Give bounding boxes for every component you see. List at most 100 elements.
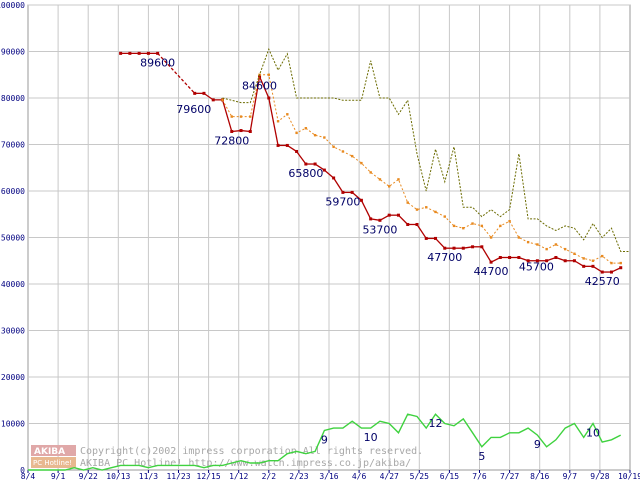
x-tick-label: 11/23: [166, 472, 190, 480]
x-axis-ticks: 8/4 9/1 9/22 10/13 11/3 11/23 12/15 1/12 2/2 2/23…: [21, 470, 640, 480]
x-tick-label: 6/15: [440, 472, 459, 480]
series-point: [128, 51, 132, 55]
series-point: [508, 220, 511, 223]
series-point: [388, 185, 391, 188]
series-point: [304, 162, 308, 166]
series-point: [480, 224, 484, 228]
y-tick-label: 80000: [1, 94, 25, 103]
series-point: [276, 120, 280, 123]
data-label: 89600: [140, 56, 175, 69]
series-segment: [611, 267, 622, 273]
x-tick-label: 5/25: [410, 472, 429, 480]
data-series: [28, 47, 630, 471]
data-label: 9: [321, 433, 328, 446]
series-point: [397, 178, 400, 181]
series-point: [258, 75, 262, 79]
x-tick-label: 10/13: [106, 472, 130, 480]
series-segment: [463, 246, 473, 249]
data-label: 44700: [474, 265, 509, 278]
copyright-line: Copyright(c)2002 impress corporation All…: [80, 446, 423, 457]
series-point: [582, 264, 586, 268]
series-segment: [221, 99, 233, 132]
series-point: [462, 227, 465, 230]
data-label: 5: [478, 450, 485, 463]
series-point: [517, 255, 521, 259]
y-tick-label: 50000: [1, 234, 25, 243]
series-point: [572, 259, 576, 263]
y-tick-label: 30000: [1, 327, 25, 336]
series-point: [563, 259, 567, 263]
series-point: [211, 98, 215, 102]
series-2: [222, 47, 630, 252]
series-point: [322, 168, 326, 172]
series-point: [249, 115, 252, 118]
series-point: [415, 208, 419, 211]
series-point: [573, 252, 576, 255]
data-label: 53700: [362, 223, 397, 236]
series-point: [137, 51, 141, 55]
series-segment: [314, 163, 325, 171]
series-point: [508, 255, 512, 259]
series-point: [563, 247, 567, 251]
data-label: 9: [534, 438, 541, 451]
series-segment: [490, 256, 501, 263]
series-point: [341, 150, 345, 153]
series-segment: [231, 129, 242, 133]
series-point: [359, 198, 363, 202]
series-point: [471, 222, 474, 225]
series-point: [461, 246, 465, 250]
series-point: [600, 270, 604, 274]
series-point: [480, 245, 484, 249]
series-segment: [546, 256, 557, 262]
series-segment: [435, 237, 446, 249]
series-point: [285, 143, 289, 147]
series-point: [369, 217, 373, 221]
series-point: [304, 127, 308, 130]
series-segment: [360, 200, 372, 220]
data-label: 65800: [288, 167, 323, 180]
series-point: [610, 261, 613, 265]
series-point: [425, 206, 428, 209]
series-point: [443, 246, 447, 250]
x-tick-label: 2/2: [262, 472, 277, 480]
series-segment: [481, 246, 492, 263]
x-tick-label: 11/3: [139, 472, 158, 480]
series-point: [591, 264, 595, 268]
series-segment: [296, 151, 307, 165]
y-axis-ticks: 0 10000 20000 30000 40000 50000 60000 70000 8000…: [0, 1, 25, 475]
series-point: [146, 51, 150, 55]
x-tick-label: 1/12: [229, 472, 248, 480]
y-tick-label: 90000: [1, 48, 25, 57]
series-segment: [286, 144, 297, 153]
series-point: [295, 149, 299, 153]
data-label: 59700: [325, 195, 360, 208]
x-tick-label: 8/16: [530, 472, 549, 480]
series-point: [434, 210, 437, 214]
series-segment: [157, 52, 196, 94]
akiba-badge-bottom-bg: [31, 457, 76, 468]
series-point: [341, 190, 345, 194]
series-point: [434, 236, 438, 240]
series-point: [248, 129, 252, 133]
series-point: [498, 255, 502, 259]
series-segment: [574, 260, 585, 267]
x-tick-label: 7/6: [472, 472, 487, 480]
x-tick-label: 12/15: [197, 472, 221, 480]
y-tick-label: 70000: [1, 141, 25, 150]
series-point: [536, 243, 539, 246]
series-point: [619, 261, 622, 265]
series-point: [582, 257, 585, 260]
series-line: [28, 413, 622, 471]
series-point: [601, 254, 604, 258]
series-point: [378, 218, 382, 222]
series-point: [535, 259, 539, 263]
series-segment: [416, 224, 427, 239]
akiba-badge-bottom: PC Hotline!: [33, 459, 72, 467]
series-point: [619, 266, 623, 270]
series-point: [591, 259, 595, 262]
akiba-badge-top-bg: [31, 445, 76, 456]
series-1: [221, 73, 622, 265]
copyright-watermark: AKIBA PC Hotline! Copyright(c)2002 impre…: [31, 445, 423, 469]
x-tick-label: 4/27: [380, 472, 399, 480]
series-point: [295, 131, 298, 135]
